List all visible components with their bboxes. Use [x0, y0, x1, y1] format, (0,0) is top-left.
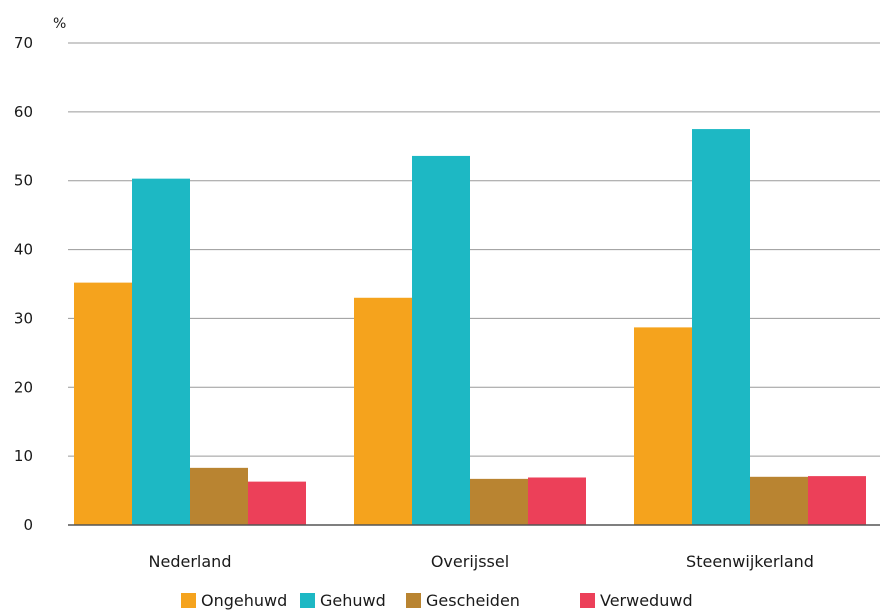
legend-swatch-gescheiden [406, 593, 421, 608]
bar-gehuwd-overijssel [412, 155, 470, 525]
legend-swatch-verweduwd [580, 593, 595, 608]
y-tick-label: 50 [14, 172, 33, 190]
y-tick-label: 20 [14, 378, 33, 396]
legend-swatch-gehuwd [300, 593, 315, 608]
x-category-label: Nederland [149, 552, 232, 571]
bar-verweduwd-overijssel [528, 477, 586, 525]
bar-gescheiden-nederland [190, 467, 248, 525]
bar-verweduwd-nederland [248, 481, 306, 525]
y-tick-label: 70 [14, 34, 33, 52]
legend-label-gescheiden: Gescheiden [426, 591, 520, 610]
legend-label-ongehuwd: Ongehuwd [201, 591, 287, 610]
y-tick-label: 60 [14, 103, 33, 121]
bar-gehuwd-steenwijkerland [692, 129, 750, 526]
legend-label-verweduwd: Verweduwd [600, 591, 693, 610]
legend-label-gehuwd: Gehuwd [320, 591, 386, 610]
bar-verweduwd-steenwijkerland [808, 476, 866, 525]
bar-gehuwd-nederland [132, 178, 190, 526]
y-tick-label: 10 [14, 447, 33, 465]
y-axis-tick-labels: 0 10 20 30 40 50 60 70 [14, 34, 33, 534]
y-axis-unit-label: % [53, 16, 66, 32]
bars [74, 129, 866, 526]
bar-ongehuwd-nederland [74, 282, 132, 525]
x-category-label: Overijssel [431, 552, 509, 571]
bar-gescheiden-overijssel [470, 478, 528, 525]
y-tick-label: 30 [14, 309, 33, 327]
bar-gescheiden-steenwijkerland [750, 476, 808, 525]
x-category-label: Steenwijkerland [686, 552, 814, 571]
gridlines [68, 42, 880, 457]
legend-swatch-ongehuwd [181, 593, 196, 608]
bar-ongehuwd-overijssel [354, 297, 412, 525]
legend: Ongehuwd Gehuwd Gescheiden Verweduwd [181, 591, 693, 610]
y-tick-label: 40 [14, 241, 33, 259]
y-tick-label: 0 [23, 516, 33, 534]
bar-ongehuwd-steenwijkerland [634, 327, 692, 525]
x-axis-category-labels: Nederland Overijssel Steenwijkerland [149, 552, 814, 571]
